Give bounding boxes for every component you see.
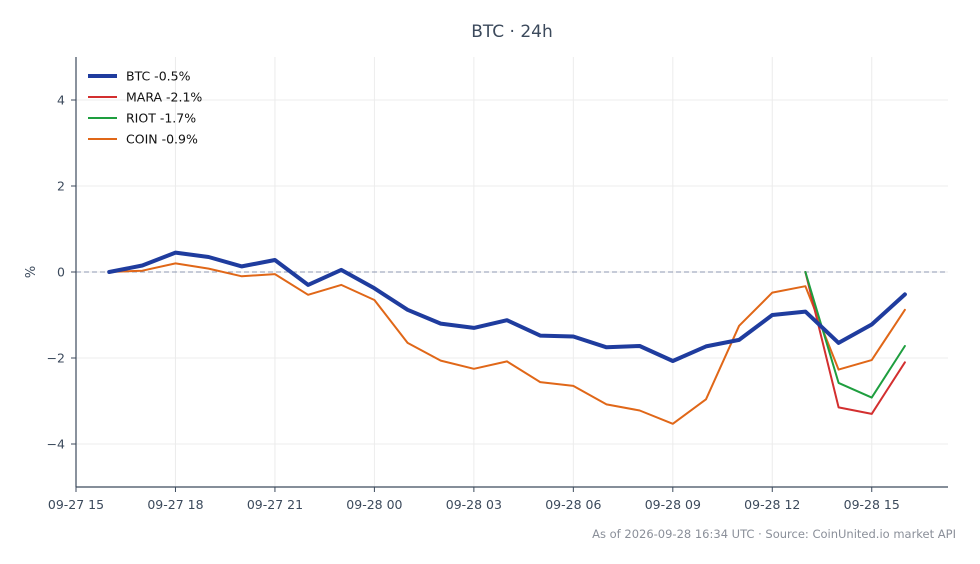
legend-label-btc: BTC -0.5% — [126, 69, 191, 84]
x-tick-label: 09-28 12 — [744, 497, 800, 512]
legend-label-coin: COIN -0.9% — [126, 132, 198, 147]
x-tick-label: 09-28 03 — [446, 497, 502, 512]
y-tick-label: −4 — [47, 437, 65, 452]
legend: BTC -0.5% MARA -2.1% RIOT -1.7% COIN -0.9% — [88, 69, 202, 147]
x-tick-label: 09-27 21 — [247, 497, 303, 512]
legend-label-riot: RIOT -1.7% — [126, 111, 196, 126]
y-tick-label: −2 — [47, 351, 65, 366]
footer-source: As of 2026-09-28 16:34 UTC · Source: Coi… — [592, 527, 956, 541]
series-line-mara — [804, 271, 906, 415]
y-tick-label: 2 — [57, 179, 65, 194]
y-axis-label: % — [24, 266, 39, 278]
legend-label-mara: MARA -2.1% — [126, 90, 202, 105]
axes-layer: −4 −2 0 2 4 09-27 15 09-27 18 09-27 21 09-28 00 0… — [47, 57, 948, 512]
x-tick-label: 09-28 06 — [545, 497, 601, 512]
x-tick-label: 09-28 09 — [645, 497, 701, 512]
x-tick-label: 09-27 15 — [48, 497, 104, 512]
x-tick-label: 09-28 00 — [346, 497, 402, 512]
x-tick-label: 09-27 18 — [147, 497, 203, 512]
y-tick-label: 0 — [57, 265, 65, 280]
chart-title: BTC · 24h — [471, 22, 553, 42]
series-line-coin — [108, 262, 906, 425]
x-tick-label: 09-28 15 — [844, 497, 900, 512]
series-layer — [107, 250, 907, 425]
y-tick-label: 4 — [57, 93, 65, 108]
series-line-btc — [107, 250, 907, 363]
grid-layer — [75, 57, 948, 487]
